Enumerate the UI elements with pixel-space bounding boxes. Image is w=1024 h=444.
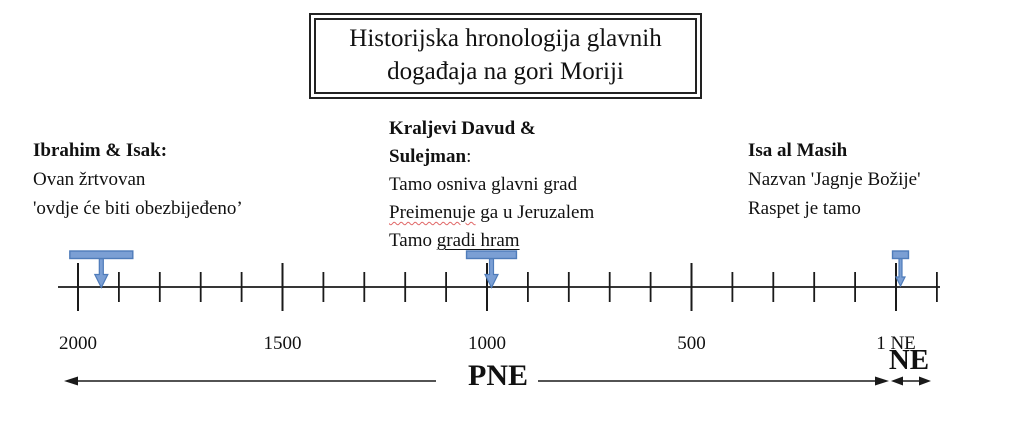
diagram-title-line1: Historijska hronologija glavnih xyxy=(349,25,662,52)
event-line: Ovan žrtvovan xyxy=(33,165,243,194)
pne-arrow-right-head xyxy=(875,376,889,386)
event-line: Raspet je tamo xyxy=(748,194,921,223)
text-segment: Nazvan 'Jagnje Božije' xyxy=(748,169,921,190)
pne-arrow-left-head xyxy=(64,376,78,386)
event-line: Nazvan 'Jagnje Božije' xyxy=(748,165,921,194)
marker-raspece-bar xyxy=(891,250,910,260)
event-line: 'ovdje će biti obezbijeđeno’ xyxy=(33,194,243,223)
diagram-title-line2: događaja na gori Moriji xyxy=(387,58,624,85)
event-line: Tamo gradi hram xyxy=(389,227,594,255)
text-segment: : xyxy=(466,146,472,167)
event-block-isa: Isa al Masih Nazvan 'Jagnje Božije' Raspet… xyxy=(748,136,921,223)
event-line: Isa al Masih xyxy=(748,136,921,165)
marker-ovan-zrtvovan-arrow xyxy=(93,257,109,289)
era-label-ne: NE xyxy=(888,344,930,376)
text-segment: Kraljevi Davud & xyxy=(389,118,536,139)
text-segment: gradi hram xyxy=(436,230,520,251)
axis-label-1500: 1500 xyxy=(263,333,302,354)
text-segment: ga u Jeruzalem xyxy=(475,202,595,223)
text-segment: Isa al Masih xyxy=(748,140,848,161)
era-label-pne: PNE xyxy=(468,359,528,392)
axis-label-1000: 1000 xyxy=(468,333,506,354)
text-segment: Sulejman xyxy=(389,146,467,167)
text-segment: Ovan žrtvovan xyxy=(33,169,146,190)
marker-gradi-hram-arrow xyxy=(484,257,499,289)
event-line: Preimenuje ga u Jeruzalem xyxy=(389,199,594,227)
text-segment: Tamo osniva glavni grad xyxy=(389,174,578,195)
marker-gradi-hram-bar xyxy=(465,250,518,260)
event-line: Kraljevi Davud & xyxy=(389,115,594,143)
axis-label-500: 500 xyxy=(677,333,706,354)
text-segment: Preimenuje xyxy=(389,202,476,223)
marker-raspece-arrow xyxy=(895,257,906,288)
diagram-title: Historijska hronologija glavnih događaja… xyxy=(314,18,697,94)
event-block-kraljevi: Kraljevi Davud & Sulejman: Tamo osniva gla… xyxy=(389,115,594,255)
event-line: Sulejman: xyxy=(389,143,594,171)
ne-arrow-right-head xyxy=(919,376,931,386)
ne-arrow-left-head xyxy=(891,376,903,386)
text-segment: 'ovdje će biti obezbijeđeno’ xyxy=(33,198,243,219)
text-segment: Ibrahim & Isak: xyxy=(33,140,168,161)
text-segment: Raspet je tamo xyxy=(748,198,861,219)
text-segment: Tamo xyxy=(389,230,437,251)
axis-label-1-NE: 1 NE xyxy=(876,333,916,354)
event-line: Tamo osniva glavni grad xyxy=(389,171,594,199)
marker-ovan-zrtvovan-bar xyxy=(69,250,134,260)
event-block-ibrahim-isak: Ibrahim & Isak: Ovan žrtvovan 'ovdje će bi… xyxy=(33,136,243,223)
axis-label-2000: 2000 xyxy=(59,333,97,354)
event-line: Ibrahim & Isak: xyxy=(33,136,243,165)
title-box: Historijska hronologija glavnih događaja… xyxy=(309,13,702,99)
